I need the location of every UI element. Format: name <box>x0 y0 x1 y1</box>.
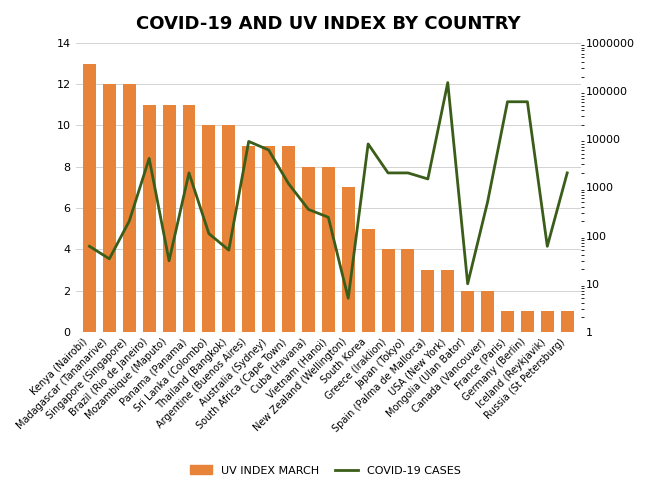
COVID-19 CASES <box>484 199 491 205</box>
COVID-19 CASES <box>463 281 471 287</box>
Bar <box>361 229 374 332</box>
COVID-19 CASES <box>105 256 113 262</box>
Bar <box>441 270 454 332</box>
COVID-19 CASES <box>185 170 193 176</box>
COVID-19 CASES <box>304 206 312 212</box>
COVID-19 CASES <box>424 176 432 182</box>
Bar <box>222 125 235 332</box>
COVID-19 CASES <box>265 147 272 153</box>
Bar <box>202 125 215 332</box>
Bar <box>183 105 196 332</box>
COVID-19 CASES <box>543 244 551 249</box>
Bar <box>561 311 574 332</box>
COVID-19 CASES <box>165 258 173 264</box>
COVID-19 CASES <box>364 141 372 147</box>
Bar <box>521 311 534 332</box>
Bar <box>541 311 554 332</box>
Bar <box>302 167 315 332</box>
Bar <box>462 291 474 332</box>
COVID-19 CASES <box>384 170 392 176</box>
Bar <box>123 84 136 332</box>
Bar <box>501 311 514 332</box>
COVID-19 CASES <box>145 156 153 162</box>
COVID-19 CASES <box>86 244 94 249</box>
COVID-19 CASES <box>245 139 253 144</box>
Bar <box>242 146 255 332</box>
Bar <box>103 84 116 332</box>
COVID-19 CASES <box>404 170 412 176</box>
COVID-19 CASES <box>125 218 133 224</box>
Bar <box>481 291 494 332</box>
COVID-19 CASES <box>324 214 332 220</box>
Title: COVID-19 AND UV INDEX BY COUNTRY: COVID-19 AND UV INDEX BY COUNTRY <box>136 15 521 33</box>
Bar <box>382 249 395 332</box>
COVID-19 CASES <box>523 99 531 105</box>
Bar <box>402 249 415 332</box>
Line: COVID-19 CASES: COVID-19 CASES <box>90 82 567 298</box>
COVID-19 CASES <box>444 80 452 85</box>
COVID-19 CASES <box>564 170 571 176</box>
Bar <box>322 167 335 332</box>
Bar <box>162 105 176 332</box>
Bar <box>282 146 295 332</box>
COVID-19 CASES <box>344 295 352 301</box>
COVID-19 CASES <box>504 99 512 105</box>
Bar <box>143 105 155 332</box>
COVID-19 CASES <box>205 231 213 237</box>
Legend: UV INDEX MARCH, COVID-19 CASES: UV INDEX MARCH, COVID-19 CASES <box>185 461 465 480</box>
COVID-19 CASES <box>225 247 233 253</box>
Bar <box>342 187 355 332</box>
Bar <box>262 146 275 332</box>
Bar <box>83 63 96 332</box>
Bar <box>421 270 434 332</box>
COVID-19 CASES <box>285 181 292 186</box>
